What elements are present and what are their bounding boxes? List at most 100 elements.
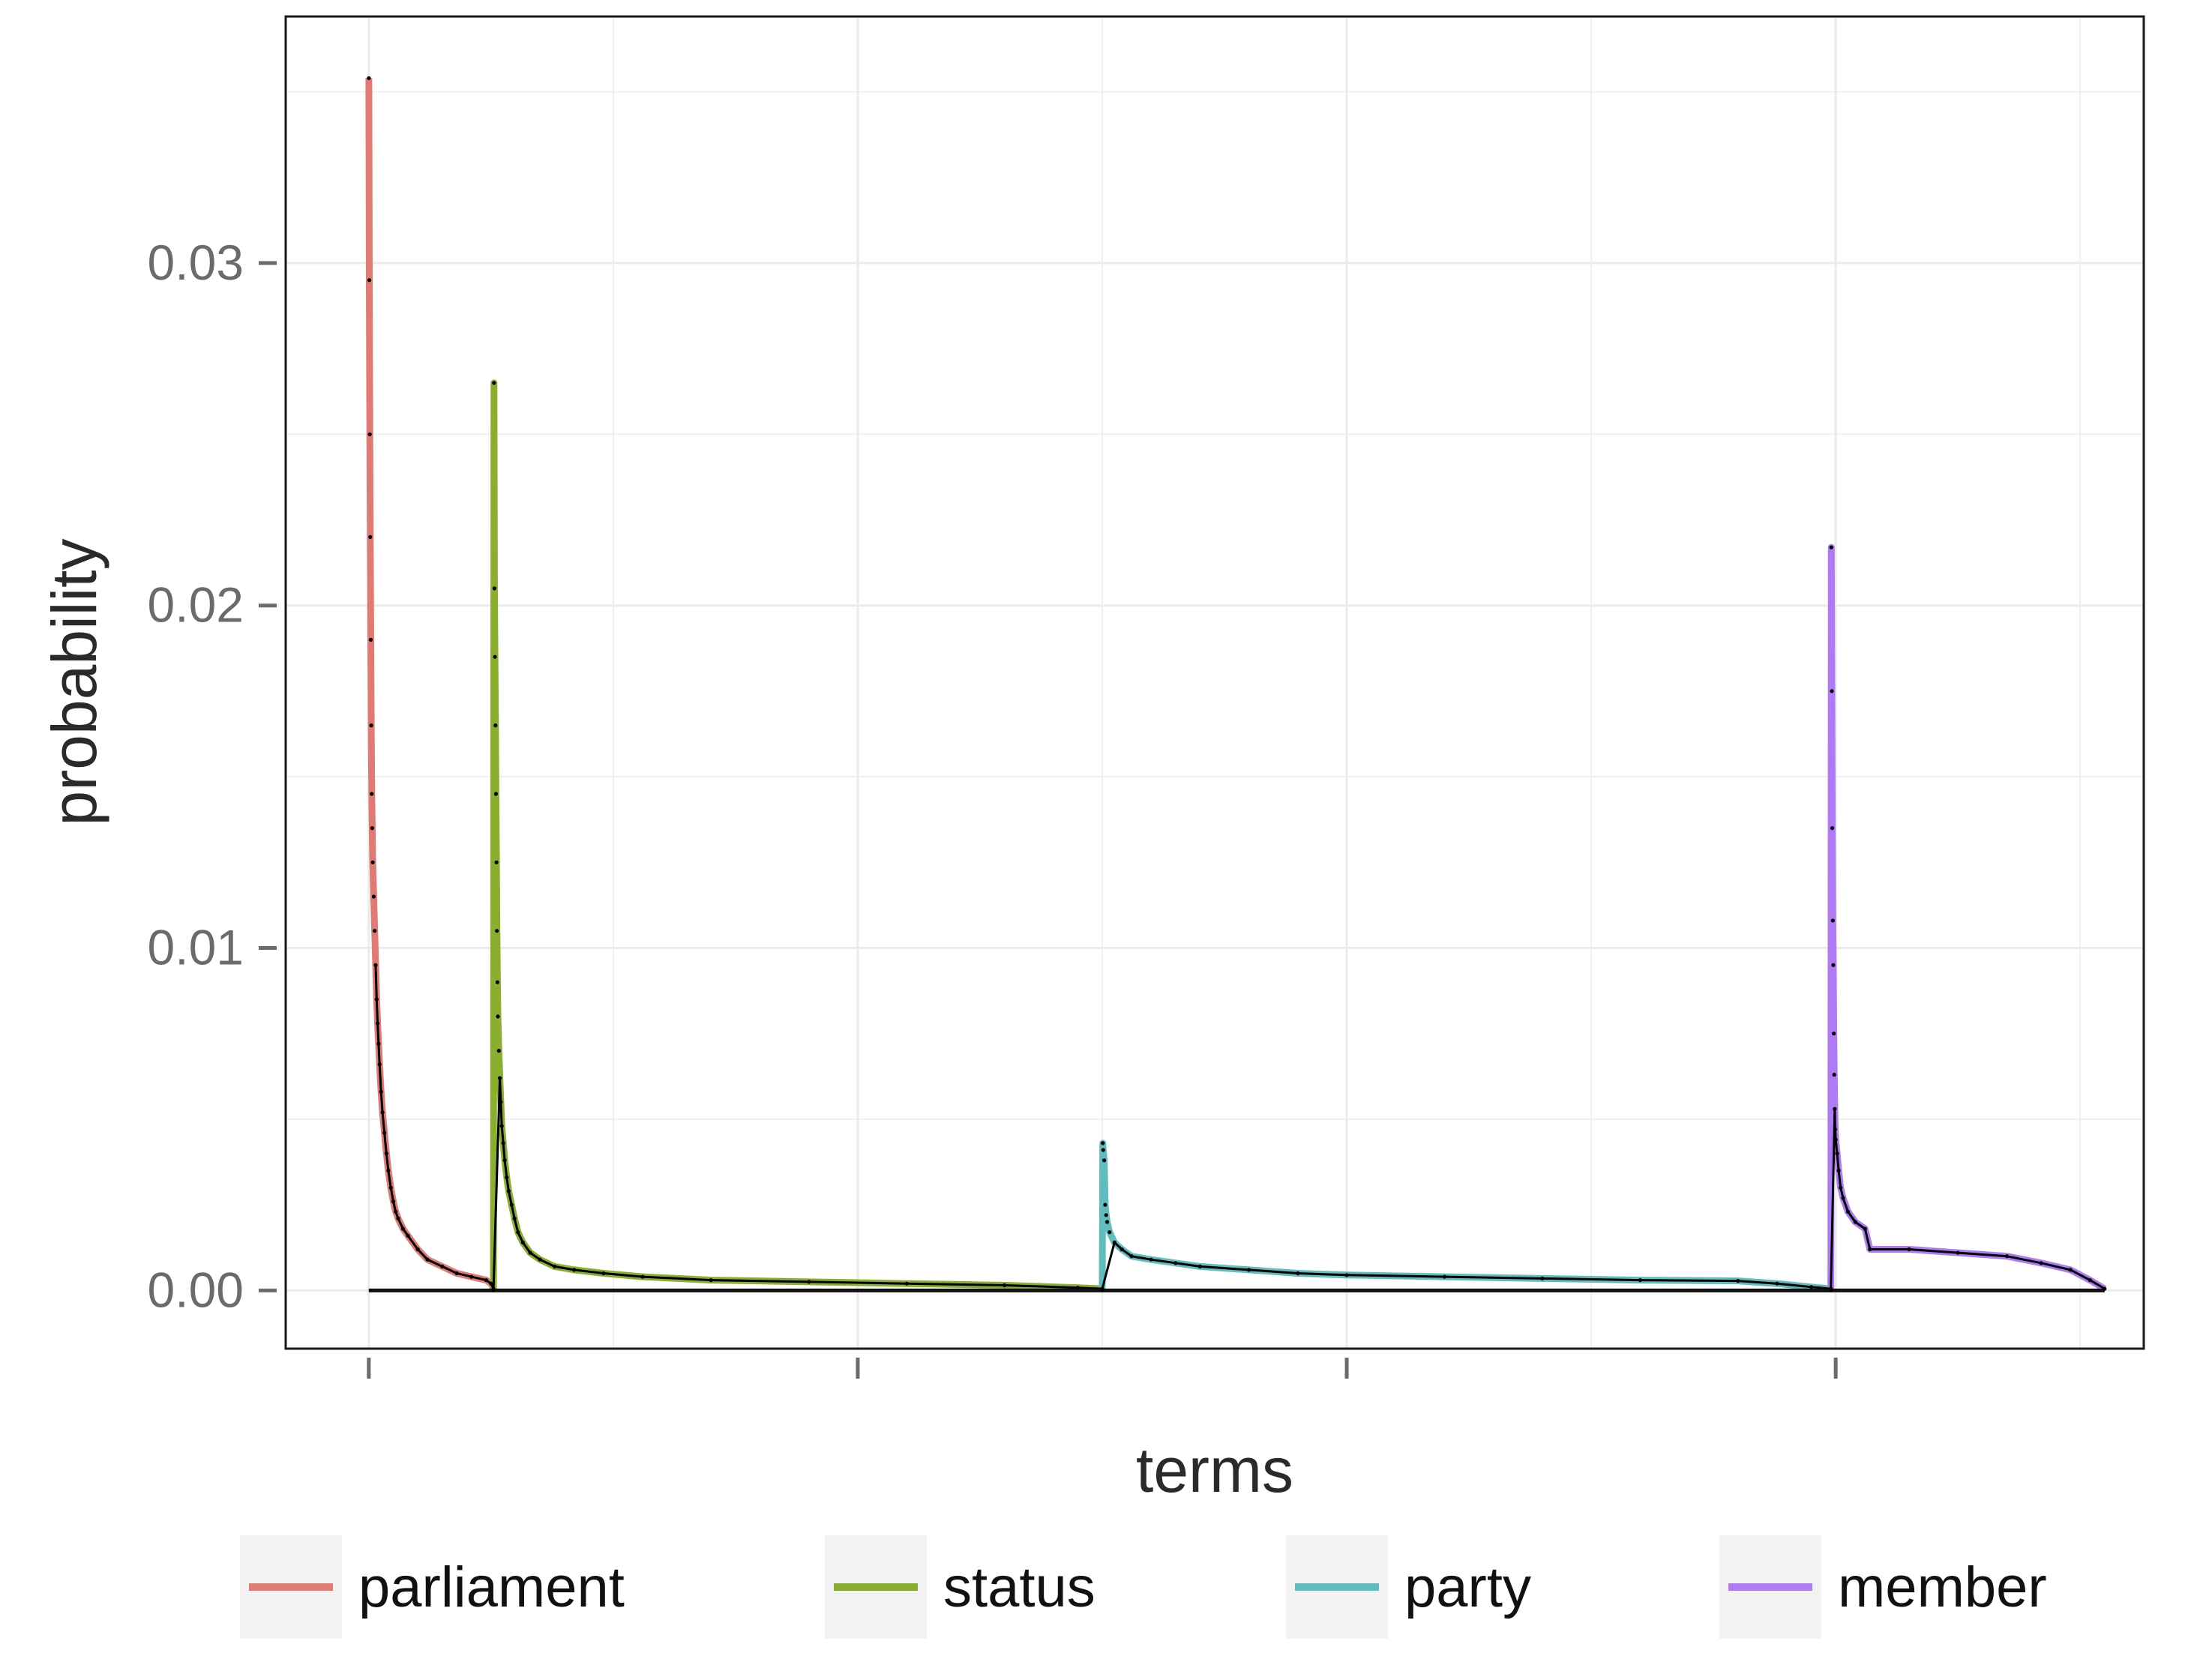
data-point-parliament [370, 826, 374, 831]
legend: parliament status party member [240, 1535, 2047, 1639]
data-point-member [1833, 1107, 1837, 1111]
data-point-party [1101, 1148, 1105, 1152]
data-point-parliament [376, 1041, 381, 1046]
data-point-party [1736, 1279, 1740, 1283]
data-point-member [2088, 1278, 2092, 1283]
data-point-parliament [394, 1209, 398, 1214]
data-point-member [1830, 918, 1835, 923]
data-point-member [2103, 1286, 2107, 1291]
data-point-member [1833, 1127, 1838, 1132]
data-point-party [1101, 1141, 1105, 1145]
data-point-status [499, 1100, 503, 1104]
data-point-parliament [368, 637, 373, 642]
data-point-status [493, 792, 499, 796]
data-point-parliament [386, 1168, 391, 1173]
data-point-parliament [454, 1271, 459, 1276]
data-point-status [494, 860, 499, 864]
data-point-status [1075, 1286, 1080, 1290]
data-point-status [520, 1240, 525, 1244]
data-point-status [538, 1257, 542, 1262]
plot-panel [286, 16, 2144, 1349]
data-point-status [496, 1014, 500, 1019]
data-point-member [1830, 689, 1834, 693]
data-point-parliament [489, 1281, 493, 1286]
data-point-status [502, 1158, 507, 1163]
data-point-parliament [373, 963, 378, 967]
data-point-member [1868, 1247, 1872, 1252]
data-point-parliament [391, 1199, 396, 1204]
y-tick-label: 0.00 [148, 1262, 244, 1317]
legend-label-parliament: parliament [358, 1556, 625, 1619]
data-point-party [1149, 1257, 1153, 1262]
data-point-member [1841, 1196, 1845, 1200]
data-point-parliament [379, 1089, 383, 1094]
data-point-parliament [425, 1257, 430, 1262]
data-point-parliament [373, 929, 377, 933]
data-point-status [506, 1189, 511, 1193]
legend-label-status: status [943, 1556, 1096, 1619]
data-point-status [807, 1280, 811, 1284]
data-point-status [499, 1124, 504, 1128]
data-point-status [492, 381, 496, 385]
data-point-parliament [369, 723, 373, 728]
y-tick-label: 0.01 [148, 920, 244, 975]
data-point-member [2039, 1261, 2043, 1265]
data-point-member [1831, 963, 1836, 967]
data-point-parliament [374, 997, 379, 1002]
data-point-party [1104, 1213, 1108, 1217]
data-point-status [1003, 1283, 1007, 1288]
data-point-parliament [376, 1021, 380, 1026]
data-point-member [1863, 1226, 1867, 1231]
data-point-parliament [484, 1278, 489, 1283]
data-point-status [572, 1268, 577, 1272]
data-point-status [491, 1288, 496, 1292]
data-point-status [498, 1076, 502, 1080]
data-point-status [640, 1274, 645, 1279]
data-point-party [1296, 1271, 1300, 1276]
data-point-member [1853, 1220, 1857, 1224]
data-point-party [1119, 1247, 1124, 1252]
series-points [367, 76, 2107, 1292]
data-point-status [509, 1202, 514, 1207]
data-point-party [1775, 1281, 1779, 1286]
data-point-parliament [368, 535, 373, 540]
data-point-parliament [440, 1264, 445, 1268]
data-point-parliament [388, 1185, 393, 1190]
data-point-party [1197, 1264, 1202, 1268]
data-point-parliament [469, 1274, 474, 1279]
legend-label-party: party [1404, 1556, 1531, 1619]
data-point-party [1112, 1240, 1116, 1244]
data-point-status [516, 1230, 520, 1235]
plot-border [284, 15, 2145, 1350]
data-point-party [1103, 1202, 1107, 1207]
data-point-parliament [367, 278, 372, 283]
data-point-member [1830, 826, 1835, 831]
y-tick-label: 0.02 [148, 577, 244, 633]
data-point-member [1832, 1073, 1836, 1077]
data-point-parliament [370, 792, 374, 796]
data-point-status [493, 723, 498, 728]
data-point-party [1809, 1285, 1814, 1289]
data-point-member [2068, 1268, 2073, 1272]
data-point-parliament [400, 1226, 406, 1231]
data-point-parliament [396, 1216, 400, 1220]
data-point-member [1833, 1137, 1838, 1142]
data-point-parliament [371, 894, 376, 899]
data-point-parliament [406, 1233, 410, 1238]
data-point-status [501, 1141, 505, 1145]
data-point-status [496, 1049, 501, 1053]
data-point-parliament [377, 1062, 382, 1067]
data-point-status [493, 654, 497, 659]
data-point-status [495, 929, 499, 933]
data-point-member [1835, 1151, 1839, 1156]
data-point-parliament [384, 1151, 388, 1156]
data-point-status [528, 1250, 532, 1255]
data-point-member [1829, 1288, 1833, 1292]
data-point-status [904, 1281, 909, 1286]
data-point-status [512, 1216, 517, 1220]
data-point-status [709, 1278, 713, 1283]
data-point-party [1102, 1158, 1107, 1163]
data-point-member [1845, 1209, 1851, 1214]
data-point-member [1956, 1250, 1960, 1255]
